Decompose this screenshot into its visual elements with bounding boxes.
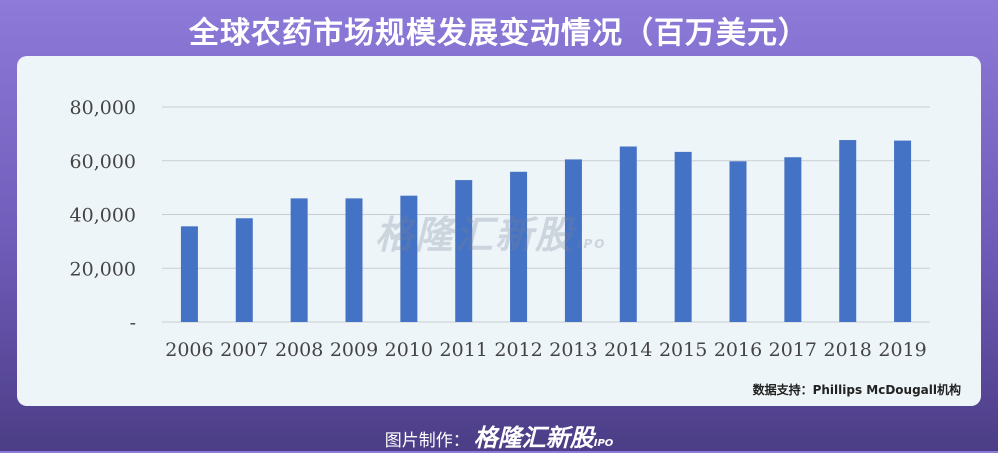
- bar-2014: [619, 146, 637, 322]
- x-tick-label: 2011: [440, 339, 488, 361]
- x-tick-label: 2006: [165, 339, 213, 361]
- x-tick-label: 2019: [878, 339, 926, 361]
- bar-2018: [839, 140, 857, 322]
- y-tick-label: 60,000: [70, 151, 136, 173]
- x-tick-label: 2008: [275, 339, 323, 361]
- x-tick-label: 2007: [220, 339, 268, 361]
- bar-2016: [729, 161, 747, 322]
- bar-2012: [510, 171, 528, 322]
- x-tick-label: 2010: [385, 339, 433, 361]
- watermark: 格隆汇新股 IPO: [375, 204, 606, 259]
- x-tick-label: 2012: [494, 339, 542, 361]
- bar-chart: - 20,000 40,000 60,000 80,000 2006 2007 2008 200…: [70, 97, 930, 361]
- bar-2010: [400, 195, 418, 322]
- bar-2011: [455, 180, 473, 322]
- bar-2017: [784, 157, 802, 322]
- footer-brand: 格隆汇新股: [473, 424, 594, 452]
- footer-brand-sub: IPO: [593, 438, 614, 449]
- x-tick-label: 2013: [549, 339, 597, 361]
- x-tick-label: 2014: [604, 339, 652, 361]
- watermark-text: 格隆汇新股: [375, 213, 576, 257]
- bar-2008: [290, 198, 308, 322]
- watermark-sub: IPO: [577, 237, 607, 251]
- y-tick-label: 40,000: [70, 205, 136, 227]
- y-tick-label: 80,000: [70, 97, 136, 119]
- y-tick-label: 20,000: [70, 258, 136, 280]
- bar-2006: [180, 226, 198, 322]
- bar-2013: [564, 159, 582, 322]
- x-tick-label: 2016: [714, 339, 762, 361]
- chart-panel: - 20,000 40,000 60,000 80,000 2006 2007 2008 200…: [17, 56, 981, 406]
- footer-label: 图片制作：: [384, 431, 470, 451]
- bar-2009: [345, 198, 363, 322]
- x-tick-label: 2018: [824, 339, 872, 361]
- bar-2015: [674, 151, 692, 322]
- source-note: 数据支持：Phillips McDougall机构: [752, 383, 961, 397]
- bar-2007: [235, 218, 253, 322]
- bar-2019: [894, 140, 912, 322]
- chart-title: 全球农药市场规模发展变动情况（百万美元）: [189, 16, 809, 51]
- footer: 图片制作： 格隆汇新股IPO: [0, 418, 998, 453]
- y-tick-label: -: [130, 312, 136, 334]
- x-tick-label: 2009: [330, 339, 378, 361]
- x-tick-label: 2017: [769, 339, 817, 361]
- x-tick-label: 2015: [659, 339, 707, 361]
